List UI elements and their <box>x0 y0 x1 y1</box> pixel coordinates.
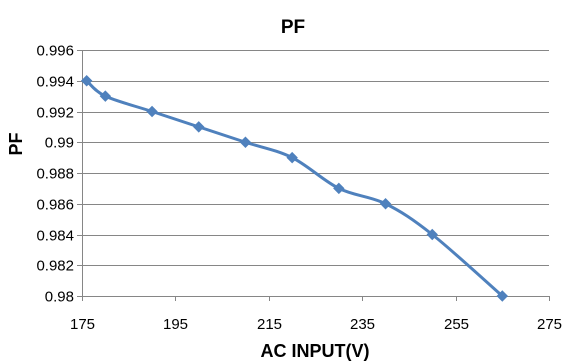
y-tick-label: 0.988 <box>36 166 74 183</box>
x-tick-label: 215 <box>257 316 282 333</box>
x-axis-title: AC INPUT(V) <box>261 341 370 361</box>
x-tick-label: 255 <box>444 316 469 333</box>
y-tick-label: 0.98 <box>45 289 74 306</box>
series-line-0 <box>85 79 504 298</box>
data-point-marker <box>239 136 252 148</box>
y-tick-label: 0.982 <box>36 258 74 275</box>
data-point-marker <box>286 151 298 164</box>
y-tick-label: 0.996 <box>36 43 74 60</box>
y-tick-labels: 0.98 0.982 0.984 0.986 0.988 0.99 0.992 0.994 0.… <box>36 43 74 306</box>
y-tick-label: 0.984 <box>36 228 74 245</box>
data-point-marker <box>99 90 112 102</box>
data-point-marker <box>333 182 345 195</box>
x-tick-label: 235 <box>350 316 375 333</box>
data-point-marker <box>496 290 509 302</box>
y-tick-label: 0.986 <box>36 197 74 214</box>
x-tick-label: 275 <box>537 316 562 333</box>
data-point-marker <box>379 198 392 210</box>
data-point-marker <box>426 228 438 241</box>
x-tick-label: 175 <box>70 316 95 333</box>
data-point-marker <box>193 121 205 133</box>
data-point-marker <box>80 75 93 87</box>
x-tick-labels: 175 195 215 235 255 275 <box>70 316 562 333</box>
y-tick-label: 0.99 <box>45 135 74 152</box>
axes <box>77 50 550 301</box>
y-tick-label: 0.994 <box>36 74 74 91</box>
x-tick-label: 195 <box>163 316 188 333</box>
series-layer <box>80 75 509 302</box>
y-tick-label: 0.992 <box>36 105 74 122</box>
data-point-marker <box>146 105 158 118</box>
y-axis-title: PF <box>6 132 26 155</box>
chart-title: PF <box>281 17 305 38</box>
